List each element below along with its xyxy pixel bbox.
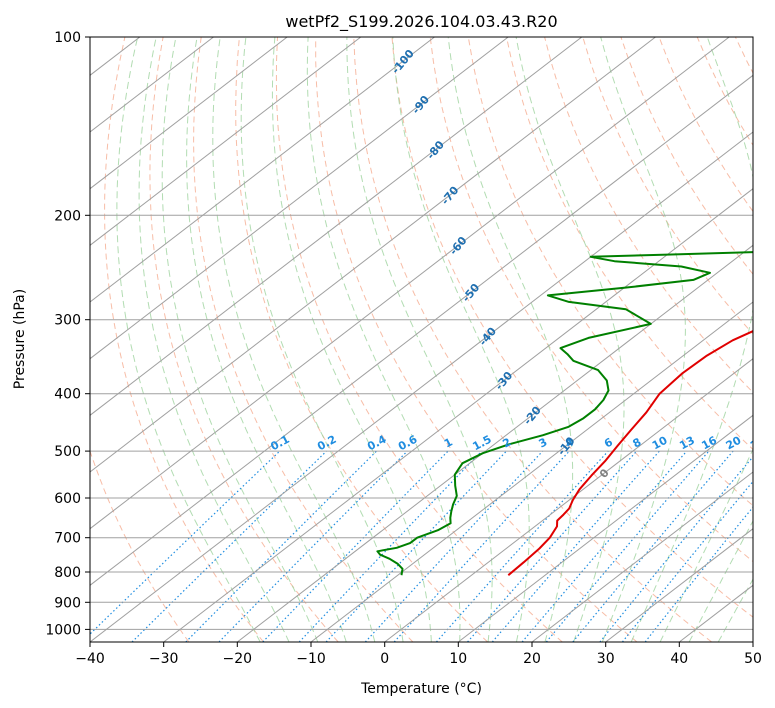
x-tick-label: 0	[380, 651, 389, 667]
mixing-ratio-line	[621, 480, 753, 642]
x-tick-label: 40	[670, 651, 688, 667]
moist-adiabat-line	[138, 37, 290, 642]
moist-adiabat-line	[186, 37, 347, 642]
dry-adiabat-line	[90, 449, 190, 642]
isotherm-line	[90, 37, 730, 530]
isotherm-line	[90, 37, 435, 303]
mixing-ratio-line	[325, 450, 507, 642]
dry-adiabat-line	[235, 37, 488, 642]
isotherm-line	[457, 414, 753, 642]
moist-adiabat-line	[717, 578, 753, 642]
mixing-ratio-line	[545, 450, 710, 642]
mixing-ratio-line	[262, 450, 449, 642]
moist-adiabat-line	[447, 37, 574, 642]
dry-adiabat-line	[544, 37, 753, 394]
dry-adiabats	[90, 37, 753, 642]
grid-lines	[90, 37, 753, 642]
x-tick-label: 30	[597, 651, 615, 667]
dry-adiabat-line	[506, 37, 753, 451]
sounding-series	[376, 251, 753, 576]
moist-adiabat-line	[306, 37, 461, 642]
mixing-ratio-label: 20	[724, 434, 744, 453]
isotherm-line	[236, 244, 753, 642]
mixing-ratio-line	[599, 455, 753, 642]
y-tick-label: 100	[54, 30, 81, 46]
mixing-ratio-line	[131, 450, 327, 642]
dry-adiabat-line	[582, 37, 753, 335]
dry-adiabat-line	[275, 37, 563, 642]
y-tick-label: 500	[54, 444, 81, 460]
dry-adiabat-line	[391, 37, 753, 618]
moist-adiabat-line	[630, 37, 753, 642]
mixing-ratio-label: 25	[748, 434, 768, 453]
y-tick-label: 200	[54, 208, 81, 224]
isotherm-line	[90, 37, 509, 360]
dry-adiabat-line	[149, 37, 339, 642]
moist-adiabat-line	[600, 37, 686, 642]
moist-adiabat-line	[659, 447, 753, 642]
dry-adiabat-line	[193, 37, 414, 642]
isotherm-line	[90, 37, 362, 246]
mixing-ratio-line	[435, 450, 609, 642]
mixing-ratio-line	[364, 450, 544, 642]
plot-frame	[89, 36, 754, 643]
mixing-ratio-label: 10	[650, 434, 670, 453]
mixing-ratio-label: 13	[677, 434, 697, 453]
mixing-ratio-line	[298, 450, 483, 642]
y-tick-label: 1000	[45, 622, 81, 638]
x-axis-ticks: −40 −30 −20 −10 0 10 20 30 40 50	[75, 642, 762, 667]
mixing-ratio-line	[218, 450, 408, 642]
y-axis-ticks: 100 200 300 400 500 600 700 800 900 1000	[45, 30, 90, 638]
y-tick-label: 900	[54, 595, 81, 611]
mixing-ratio-label: 16	[699, 434, 719, 453]
isotherm-line	[90, 74, 753, 586]
moist-adiabat-line	[212, 37, 376, 642]
moist-adiabat-line	[116, 37, 261, 642]
x-tick-label: −30	[149, 651, 179, 667]
y-tick-label: 700	[54, 531, 81, 547]
moist-adiabat-line	[392, 37, 530, 642]
mixing-ratio-line	[90, 450, 281, 635]
dry-adiabat-line	[104, 37, 264, 642]
x-tick-label: 20	[523, 651, 541, 667]
isotherm-line	[384, 358, 753, 642]
mixing-ratio-line	[467, 450, 638, 642]
x-tick-label: −10	[296, 651, 326, 667]
isotherm-line	[90, 37, 656, 473]
y-axis-title: Pressure (hPa)	[12, 289, 28, 389]
x-tick-label: 10	[449, 651, 467, 667]
isotherm-line	[90, 37, 288, 190]
y-tick-label: 300	[54, 313, 81, 329]
y-tick-label: 400	[54, 387, 81, 403]
isotherm-line	[90, 131, 753, 642]
isotherm-line	[163, 188, 753, 642]
isotherm-line	[90, 37, 583, 416]
x-axis-title: Temperature (°C)	[360, 681, 482, 697]
moist-adiabat-line	[240, 37, 404, 642]
moist-adiabat-line	[688, 519, 753, 642]
x-tick-label: −40	[75, 651, 105, 667]
isotherm-line	[531, 471, 753, 642]
isotherm-line	[605, 528, 753, 642]
moist-adiabat-line	[271, 37, 432, 642]
temperature-profile-line	[507, 329, 753, 576]
x-tick-label: −20	[223, 651, 253, 667]
mixing-ratio-lines	[90, 450, 753, 642]
y-tick-label: 600	[54, 491, 81, 507]
isotherm-line	[310, 301, 753, 642]
moist-adiabat-line	[346, 37, 493, 642]
x-tick-label: 50	[744, 651, 762, 667]
moist-adiabat-line	[161, 37, 319, 642]
dewpoint-profile-line	[376, 251, 753, 576]
moist-adiabats	[116, 37, 753, 642]
mixing-ratio-line	[185, 450, 377, 642]
chart-title: wetPf2_S199.2026.104.03.43.R20	[285, 12, 557, 32]
mixing-ratio-line	[572, 450, 734, 642]
y-tick-label: 800	[54, 565, 81, 581]
